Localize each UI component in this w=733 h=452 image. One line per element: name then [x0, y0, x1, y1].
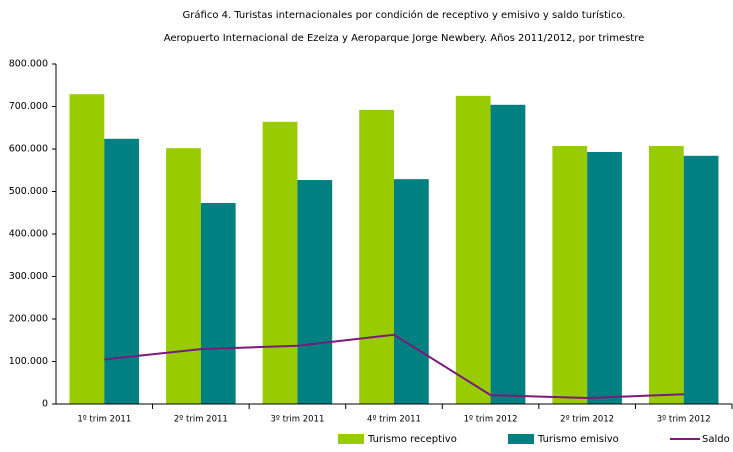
- bar: [648, 146, 684, 404]
- bar: [683, 155, 719, 404]
- x-tick-label: 3º trim 2011: [270, 415, 324, 425]
- y-tick-label: 700.000: [9, 101, 48, 112]
- bar: [490, 104, 526, 405]
- x-tick-label: 1º trim 2011: [77, 415, 131, 425]
- y-tick-label: 100.000: [9, 356, 48, 367]
- bar: [455, 95, 491, 404]
- bar: [587, 151, 622, 404]
- x-tick-label: 3º trim 2012: [657, 415, 711, 425]
- bar: [394, 179, 429, 404]
- bar: [359, 109, 394, 405]
- legend-swatch: [508, 434, 534, 444]
- y-tick-label: 400.000: [9, 229, 48, 240]
- bar: [69, 94, 105, 405]
- y-tick-label: 600.000: [9, 144, 48, 155]
- bar: [166, 148, 201, 404]
- x-tick-label: 2º trim 2011: [174, 415, 228, 425]
- bar: [200, 202, 236, 404]
- x-tick-label: 4º trim 2011: [367, 415, 421, 425]
- legend-swatch: [338, 434, 364, 444]
- bar: [262, 121, 298, 405]
- chart-subtitle: Aeropuerto Internacional de Ezeiza y Aer…: [164, 33, 645, 44]
- bar: [552, 146, 588, 404]
- x-tick-label: 1º trim 2012: [464, 415, 518, 425]
- bar: [297, 180, 333, 404]
- legend-label: Turismo receptivo: [367, 434, 457, 445]
- y-tick-label: 300.000: [9, 271, 48, 282]
- y-tick-label: 800.000: [9, 59, 48, 70]
- chart-title: Gráfico 4. Turistas internacionales por …: [183, 9, 626, 21]
- legend-label: Saldo: [702, 434, 730, 445]
- bar: [104, 138, 140, 405]
- x-tick-label: 2º trim 2012: [560, 415, 614, 425]
- y-tick-label: 200.000: [9, 314, 48, 325]
- legend-label: Turismo emisivo: [537, 434, 619, 445]
- y-tick-label: 500.000: [9, 186, 48, 197]
- line: [104, 333, 684, 400]
- y-tick-label: 0: [42, 399, 48, 410]
